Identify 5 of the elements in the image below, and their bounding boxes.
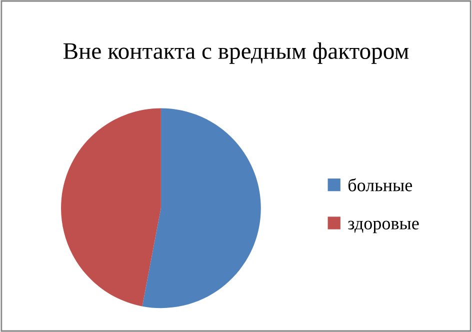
chart-title: Вне контакта с вредным фактором <box>63 42 409 64</box>
legend-label: здоровые <box>348 220 419 234</box>
pie-slice <box>142 108 261 308</box>
pie-slice <box>61 108 161 306</box>
legend-label: больные <box>348 178 412 192</box>
